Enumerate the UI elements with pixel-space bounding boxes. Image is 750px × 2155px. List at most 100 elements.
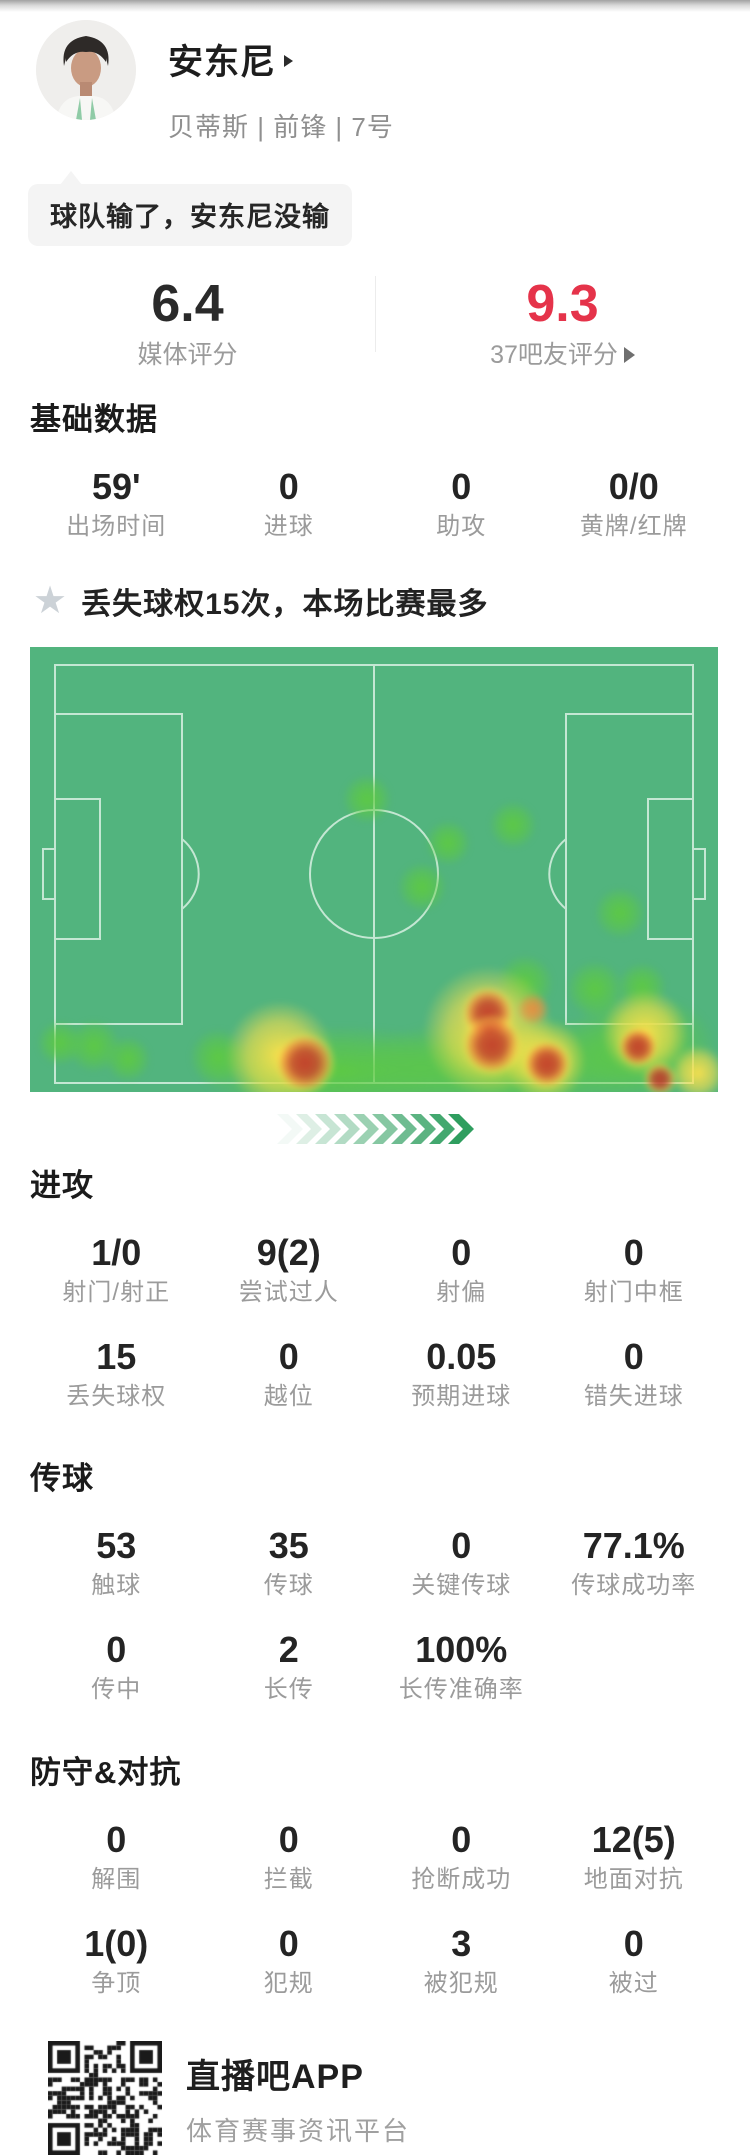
player-header: 安东尼 贝蒂斯 | 前锋 | 7号 <box>0 12 750 144</box>
qr-code <box>48 2041 162 2155</box>
stat-value: 35 <box>268 1525 309 1566</box>
stat-value: 0/0 <box>608 466 659 507</box>
stat-value: 0 <box>623 1232 644 1273</box>
stat-value: 0 <box>451 1232 472 1273</box>
section-title-passing: 传球 <box>30 1461 94 1496</box>
highlight-row: ★ 丢失球权15次，本场比赛最多 <box>33 580 750 622</box>
stat-label: 助攻 <box>436 513 487 540</box>
top-edge-fade <box>0 0 750 12</box>
stat-label: 射偏 <box>436 1279 487 1306</box>
stat-value: 0 <box>278 1336 299 1377</box>
stat-cell: 77.1% 传球成功率 <box>548 1523 721 1601</box>
stat-cell: 0 被过 <box>548 1921 721 1999</box>
stat-cell: 0 解围 <box>30 1817 203 1895</box>
stat-label: 被过 <box>608 1970 659 1997</box>
ratings-row: 6.4 媒体评分 9.3 37吧友评分 <box>0 276 750 370</box>
media-rating: 6.4 媒体评分 <box>0 276 375 370</box>
fans-rating-label-text: 37吧友评分 <box>490 341 618 369</box>
stat-cell: 0.05 预期进球 <box>375 1334 548 1412</box>
stat-label: 传球 <box>263 1572 314 1599</box>
stat-value: 0 <box>278 1923 299 1964</box>
app-footer: 直播吧APP 体育赛事资讯平台 <box>0 2041 750 2155</box>
stat-value: 53 <box>96 1525 137 1566</box>
stat-cell: 0 关键传球 <box>375 1523 548 1601</box>
stat-label: 拦截 <box>263 1866 314 1893</box>
player-avatar-image <box>36 20 136 120</box>
stat-cell: 0 越位 <box>203 1334 376 1412</box>
fans-rating[interactable]: 9.3 37吧友评分 <box>375 276 750 370</box>
stat-cell: 3 被犯规 <box>375 1921 548 1999</box>
stat-value: 1/0 <box>91 1232 142 1273</box>
player-header-text: 安东尼 贝蒂斯 | 前锋 | 7号 <box>168 20 394 144</box>
stat-label: 射门中框 <box>583 1279 684 1306</box>
section-title-attack: 进攻 <box>30 1168 94 1203</box>
media-rating-label: 媒体评分 <box>137 341 238 369</box>
stat-label: 地面对抗 <box>583 1866 684 1893</box>
media-rating-value: 6.4 <box>151 275 224 333</box>
stat-label: 关键传球 <box>411 1572 512 1599</box>
stat-value: 3 <box>451 1923 472 1964</box>
stat-cell: 0 助攻 <box>375 464 548 542</box>
stat-label: 长传 <box>263 1676 314 1703</box>
stat-label: 长传准确率 <box>398 1676 524 1703</box>
attack-stats-grid: 1/0 射门/射正 9(2) 尝试过人 0 射偏 0 射门中框 15 丢失球权 0 越位 0… <box>0 1230 750 1412</box>
stat-value: 0 <box>278 466 299 507</box>
stat-cell: 0 拦截 <box>203 1817 376 1895</box>
stat-value: 0.05 <box>426 1336 497 1377</box>
basic-stats-grid: 59' 出场时间 0 进球 0 助攻 0/0 黄牌/红牌 <box>0 464 750 542</box>
stat-value: 12(5) <box>591 1819 676 1860</box>
stat-cell: 0 进球 <box>203 464 376 542</box>
stat-label: 传中 <box>91 1676 142 1703</box>
stat-cell: 0/0 黄牌/红牌 <box>548 464 721 542</box>
stat-cell: 1(0) 争顶 <box>30 1921 203 1999</box>
player-meta: 贝蒂斯 | 前锋 | 7号 <box>168 112 394 142</box>
stat-cell: 53 触球 <box>30 1523 203 1601</box>
player-avatar[interactable] <box>36 20 136 120</box>
stat-label: 进球 <box>263 513 314 540</box>
stat-value: 0 <box>451 1819 472 1860</box>
stat-label: 犯规 <box>263 1970 314 1997</box>
stat-label: 争顶 <box>91 1970 142 1997</box>
stat-value: 59' <box>91 466 141 507</box>
stat-cell: 35 传球 <box>203 1523 376 1601</box>
stat-value: 0 <box>451 1525 472 1566</box>
stat-cell: 1/0 射门/射正 <box>30 1230 203 1308</box>
comment-bubble: 球队输了，安东尼没输 <box>28 171 352 246</box>
stat-cell: 0 射偏 <box>375 1230 548 1308</box>
stat-label: 解围 <box>91 1866 142 1893</box>
stat-value: 1(0) <box>84 1923 149 1964</box>
footer-text: 直播吧APP 体育赛事资讯平台 <box>186 2041 410 2147</box>
stat-label: 黄牌/红牌 <box>579 513 688 540</box>
fans-rating-label: 37吧友评分 <box>375 340 750 370</box>
section-title-basic: 基础数据 <box>30 402 158 437</box>
highlight-text: 丢失球权15次，本场比赛最多 <box>81 588 489 621</box>
player-name-arrow-icon <box>284 55 294 67</box>
stat-label: 丢失球权 <box>66 1383 167 1410</box>
stat-cell: 0 犯规 <box>203 1921 376 1999</box>
stat-label: 射门/射正 <box>62 1279 171 1306</box>
stat-value: 0 <box>451 466 472 507</box>
stat-cell: 0 错失进球 <box>548 1334 721 1412</box>
passing-stats-grid: 53 触球 35 传球 0 关键传球 77.1% 传球成功率 0 传中 2 长传 100% 长… <box>0 1523 750 1705</box>
stat-label: 越位 <box>263 1383 314 1410</box>
stat-value: 0 <box>623 1923 644 1964</box>
stat-value: 77.1% <box>582 1525 685 1566</box>
stat-cell: 9(2) 尝试过人 <box>203 1230 376 1308</box>
app-slogan: 体育赛事资讯平台 <box>186 2116 411 2146</box>
stat-label: 出场时间 <box>66 513 167 540</box>
stat-label: 错失进球 <box>583 1383 684 1410</box>
stat-value: 2 <box>278 1629 299 1670</box>
stat-value: 0 <box>106 1819 127 1860</box>
stat-cell: 15 丢失球权 <box>30 1334 203 1412</box>
stat-value: 0 <box>106 1629 127 1670</box>
stat-value: 9(2) <box>256 1232 321 1273</box>
stat-cell: 12(5) 地面对抗 <box>548 1817 721 1895</box>
stat-cell: 100% 长传准确率 <box>375 1627 548 1705</box>
stat-value: 100% <box>415 1629 508 1670</box>
star-icon: ★ <box>33 580 68 622</box>
stat-label: 尝试过人 <box>238 1279 339 1306</box>
player-heatmap <box>30 647 718 1092</box>
stat-label: 预期进球 <box>411 1383 512 1410</box>
player-name: 安东尼 <box>168 43 277 82</box>
player-name-row[interactable]: 安东尼 <box>168 34 394 85</box>
